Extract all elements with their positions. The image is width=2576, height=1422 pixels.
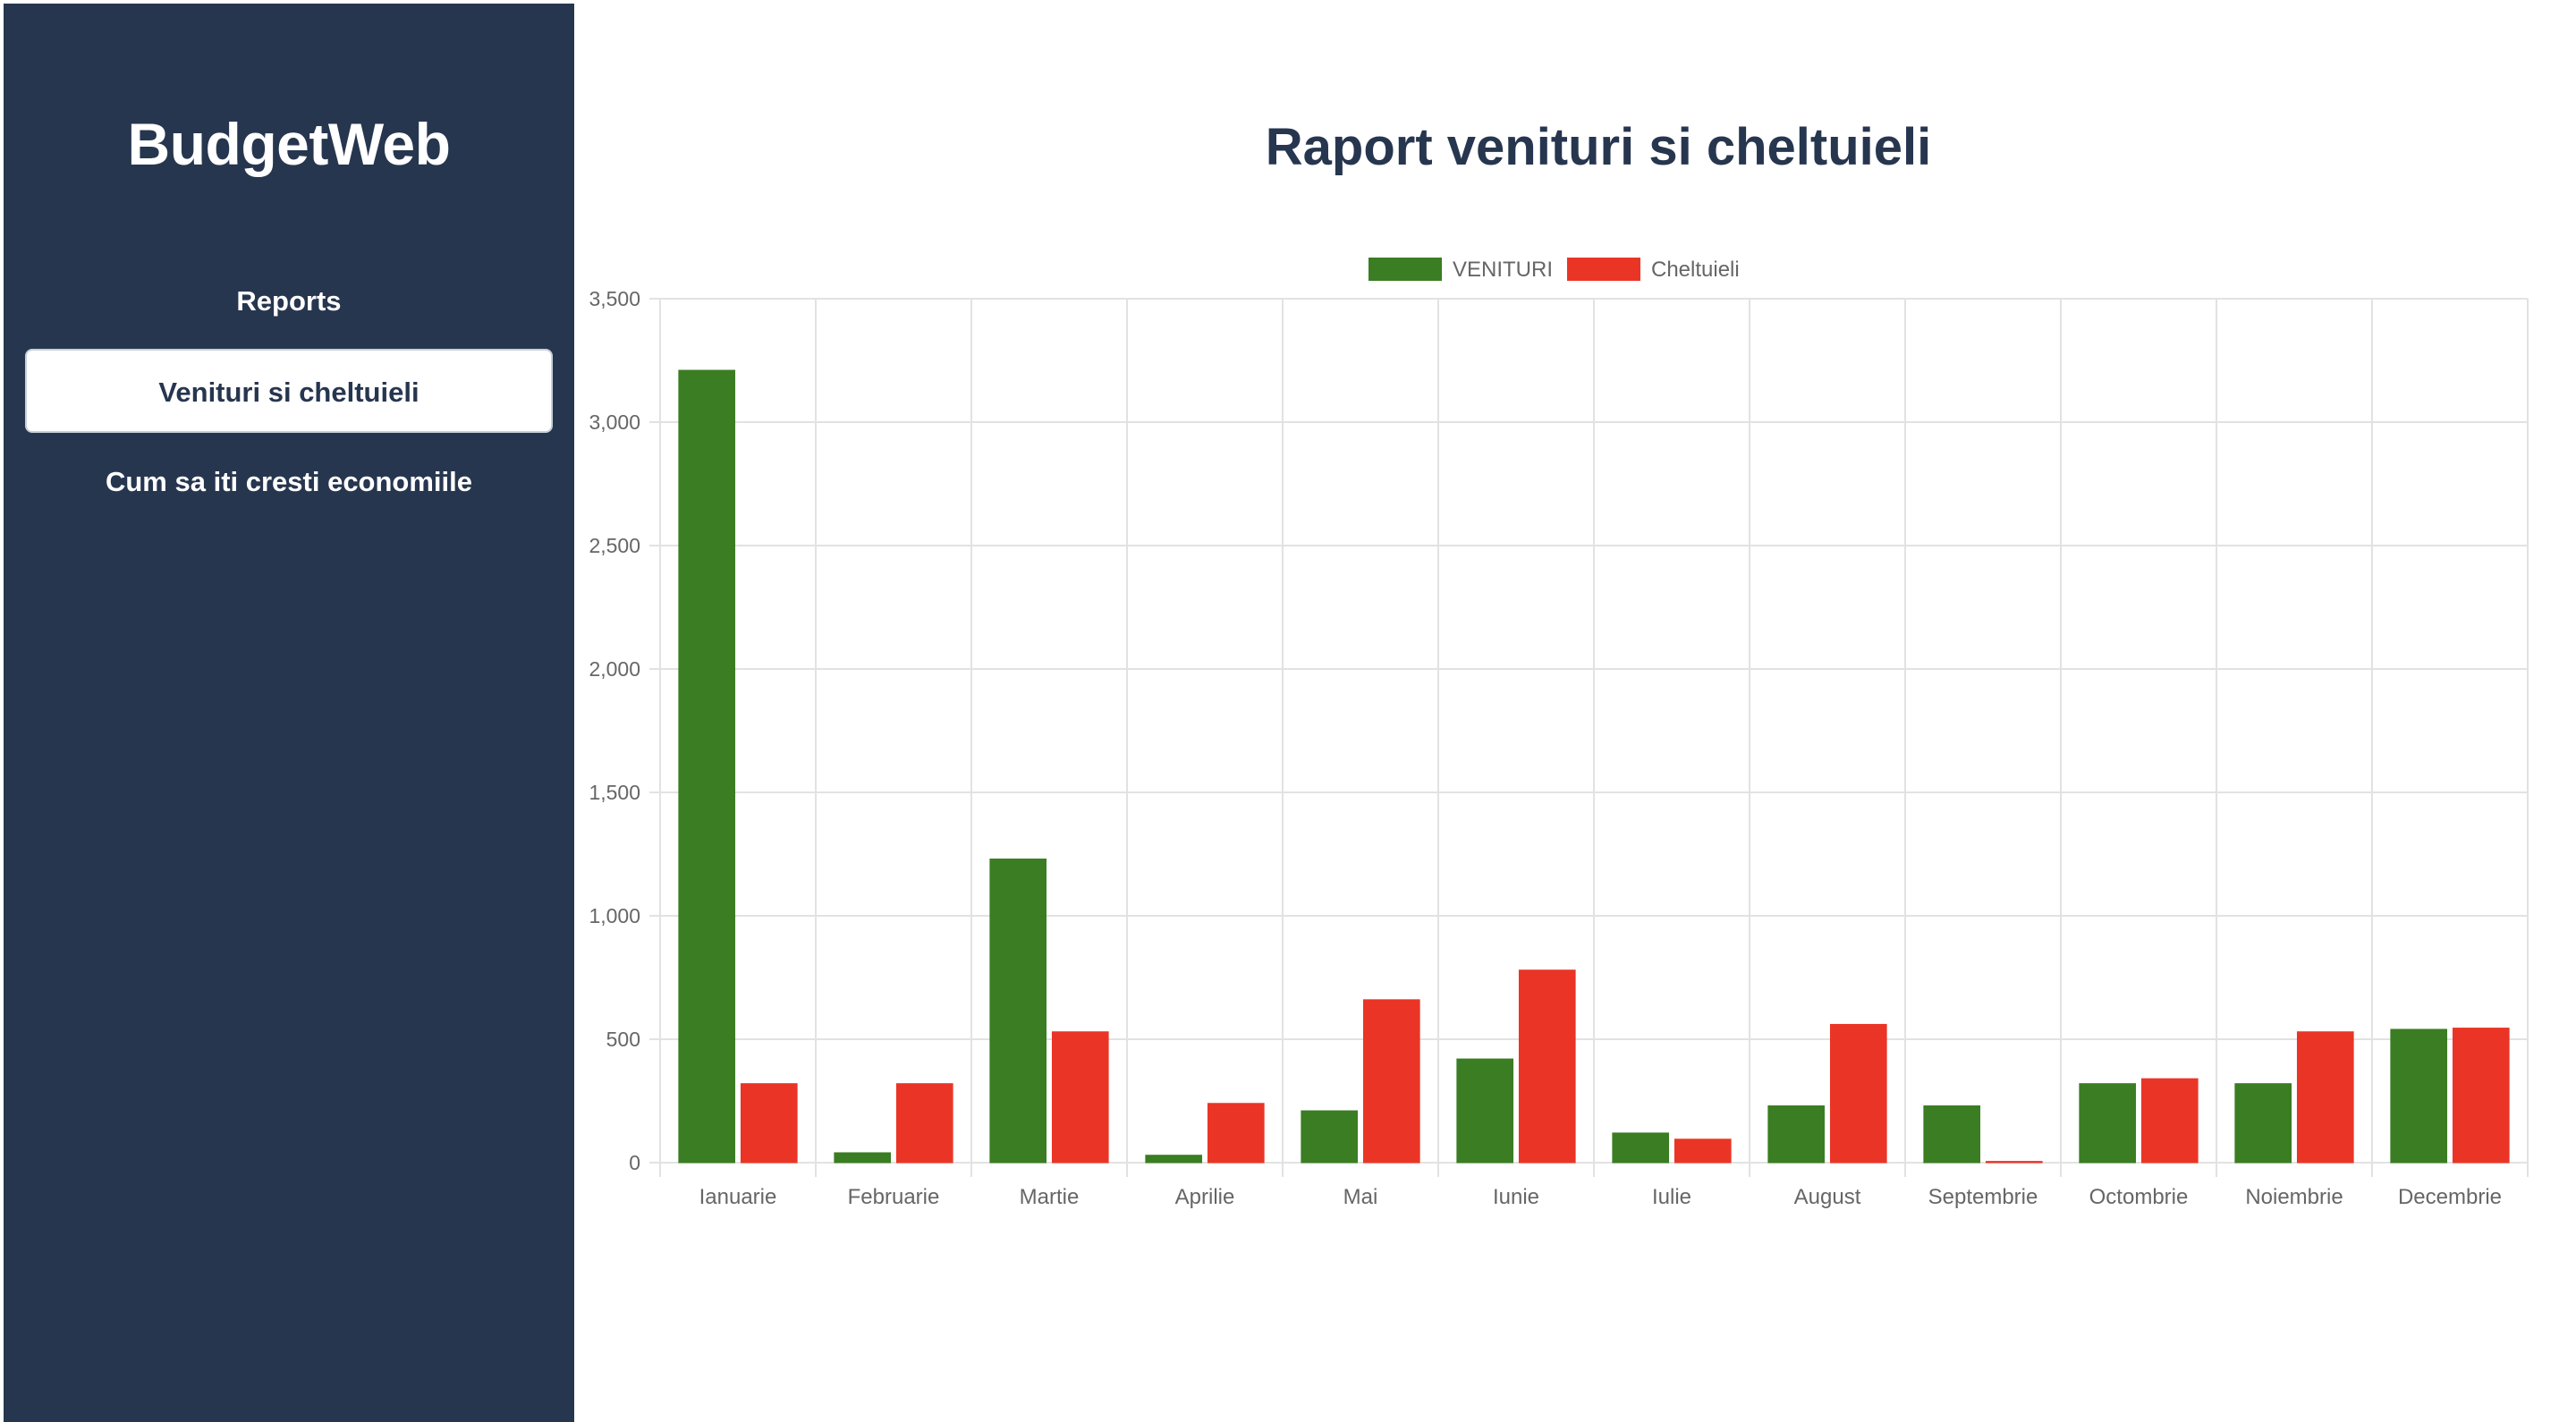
cheltuieli-bar-iunie xyxy=(1518,969,1576,1164)
venituri-bar-decembrie xyxy=(2390,1028,2448,1164)
venituri-bar-martie xyxy=(989,859,1047,1164)
y-tick-label: 1,000 xyxy=(589,904,640,927)
cheltuieli-bar-august xyxy=(1829,1023,1887,1164)
x-tick-label: Aprilie xyxy=(1175,1185,1235,1209)
y-tick-label: 2,000 xyxy=(589,657,640,681)
x-tick-label: Septembrie xyxy=(1928,1185,2038,1209)
venituri-bar-aprilie xyxy=(1145,1155,1203,1164)
x-tick-label: Ianuarie xyxy=(699,1185,777,1209)
y-tick-label: 2,500 xyxy=(589,534,640,557)
venituri-bar-februarie xyxy=(834,1152,892,1164)
x-tick-label: August xyxy=(1794,1185,1861,1209)
page-title: Raport venituri si cheltuieli xyxy=(1265,118,1932,176)
cheltuieli-bar-februarie xyxy=(895,1083,953,1164)
venituri-bar-octombrie xyxy=(2079,1083,2137,1164)
legend-label-venituri: VENITURI xyxy=(1453,258,1553,282)
cheltuieli-bar-iulie xyxy=(1674,1138,1732,1164)
cheltuieli-bar-aprilie xyxy=(1207,1103,1265,1164)
nav-item-cum-sa-iti-cresti-economiile[interactable]: Cum sa iti cresti economiile xyxy=(105,466,473,497)
app-title: BudgetWeb xyxy=(127,111,451,177)
x-tick-label: Mai xyxy=(1343,1185,1378,1209)
cheltuieli-bar-octombrie xyxy=(2140,1078,2199,1164)
venituri-bar-noiembrie xyxy=(2234,1083,2292,1164)
y-tick-label: 3,500 xyxy=(589,287,640,310)
venituri-bar-august xyxy=(1767,1105,1826,1164)
legend-swatch-venituri xyxy=(1368,258,1442,281)
cheltuieli-bar-martie xyxy=(1051,1031,1109,1164)
y-tick-label: 500 xyxy=(606,1028,640,1051)
main-content: Raport venituri si cheltuieli 0 500 1,000 1… xyxy=(574,0,2576,1410)
venituri-bar-septembrie xyxy=(1923,1105,1981,1164)
x-tick-label: Februarie xyxy=(848,1185,940,1209)
x-tick-label: Decembrie xyxy=(2398,1185,2502,1209)
y-tick-label: 1,500 xyxy=(589,781,640,804)
legend-label-cheltuieli: Cheltuieli xyxy=(1651,258,1740,282)
y-tick-label: 3,000 xyxy=(589,411,640,434)
legend-swatch-cheltuieli xyxy=(1567,258,1640,281)
venituri-bar-mai xyxy=(1301,1110,1359,1164)
cheltuieli-bar-ianuarie xyxy=(740,1083,798,1164)
venituri-bar-iunie xyxy=(1456,1058,1514,1164)
x-tick-label: Iunie xyxy=(1493,1185,1539,1209)
cheltuieli-bar-mai xyxy=(1362,999,1420,1164)
cheltuieli-bar-decembrie xyxy=(2452,1028,2510,1164)
sidebar: BudgetWeb Reports Venituri si cheltuieli… xyxy=(4,4,574,1422)
x-tick-label: Iulie xyxy=(1652,1185,1691,1209)
venituri-bar-iulie xyxy=(1612,1132,1670,1164)
venituri-bar-ianuarie xyxy=(678,369,736,1164)
x-tick-label: Martie xyxy=(1020,1185,1080,1209)
x-tick-label: Noiembrie xyxy=(2245,1185,2343,1209)
x-tick-label: Octombrie xyxy=(2089,1185,2189,1209)
y-tick-label: 0 xyxy=(629,1151,640,1174)
nav-item-venituri-si-cheltuieli[interactable]: Venituri si cheltuieli xyxy=(25,349,553,433)
income-expense-chart: 0 500 1,000 1,500 2,000 2,500 3,000 3,500 Ianuar… xyxy=(589,258,2529,1209)
nav-item-reports[interactable]: Reports xyxy=(236,285,342,317)
cheltuieli-bar-noiembrie xyxy=(2296,1031,2354,1164)
cheltuieli-bar-septembrie xyxy=(1985,1161,2043,1164)
